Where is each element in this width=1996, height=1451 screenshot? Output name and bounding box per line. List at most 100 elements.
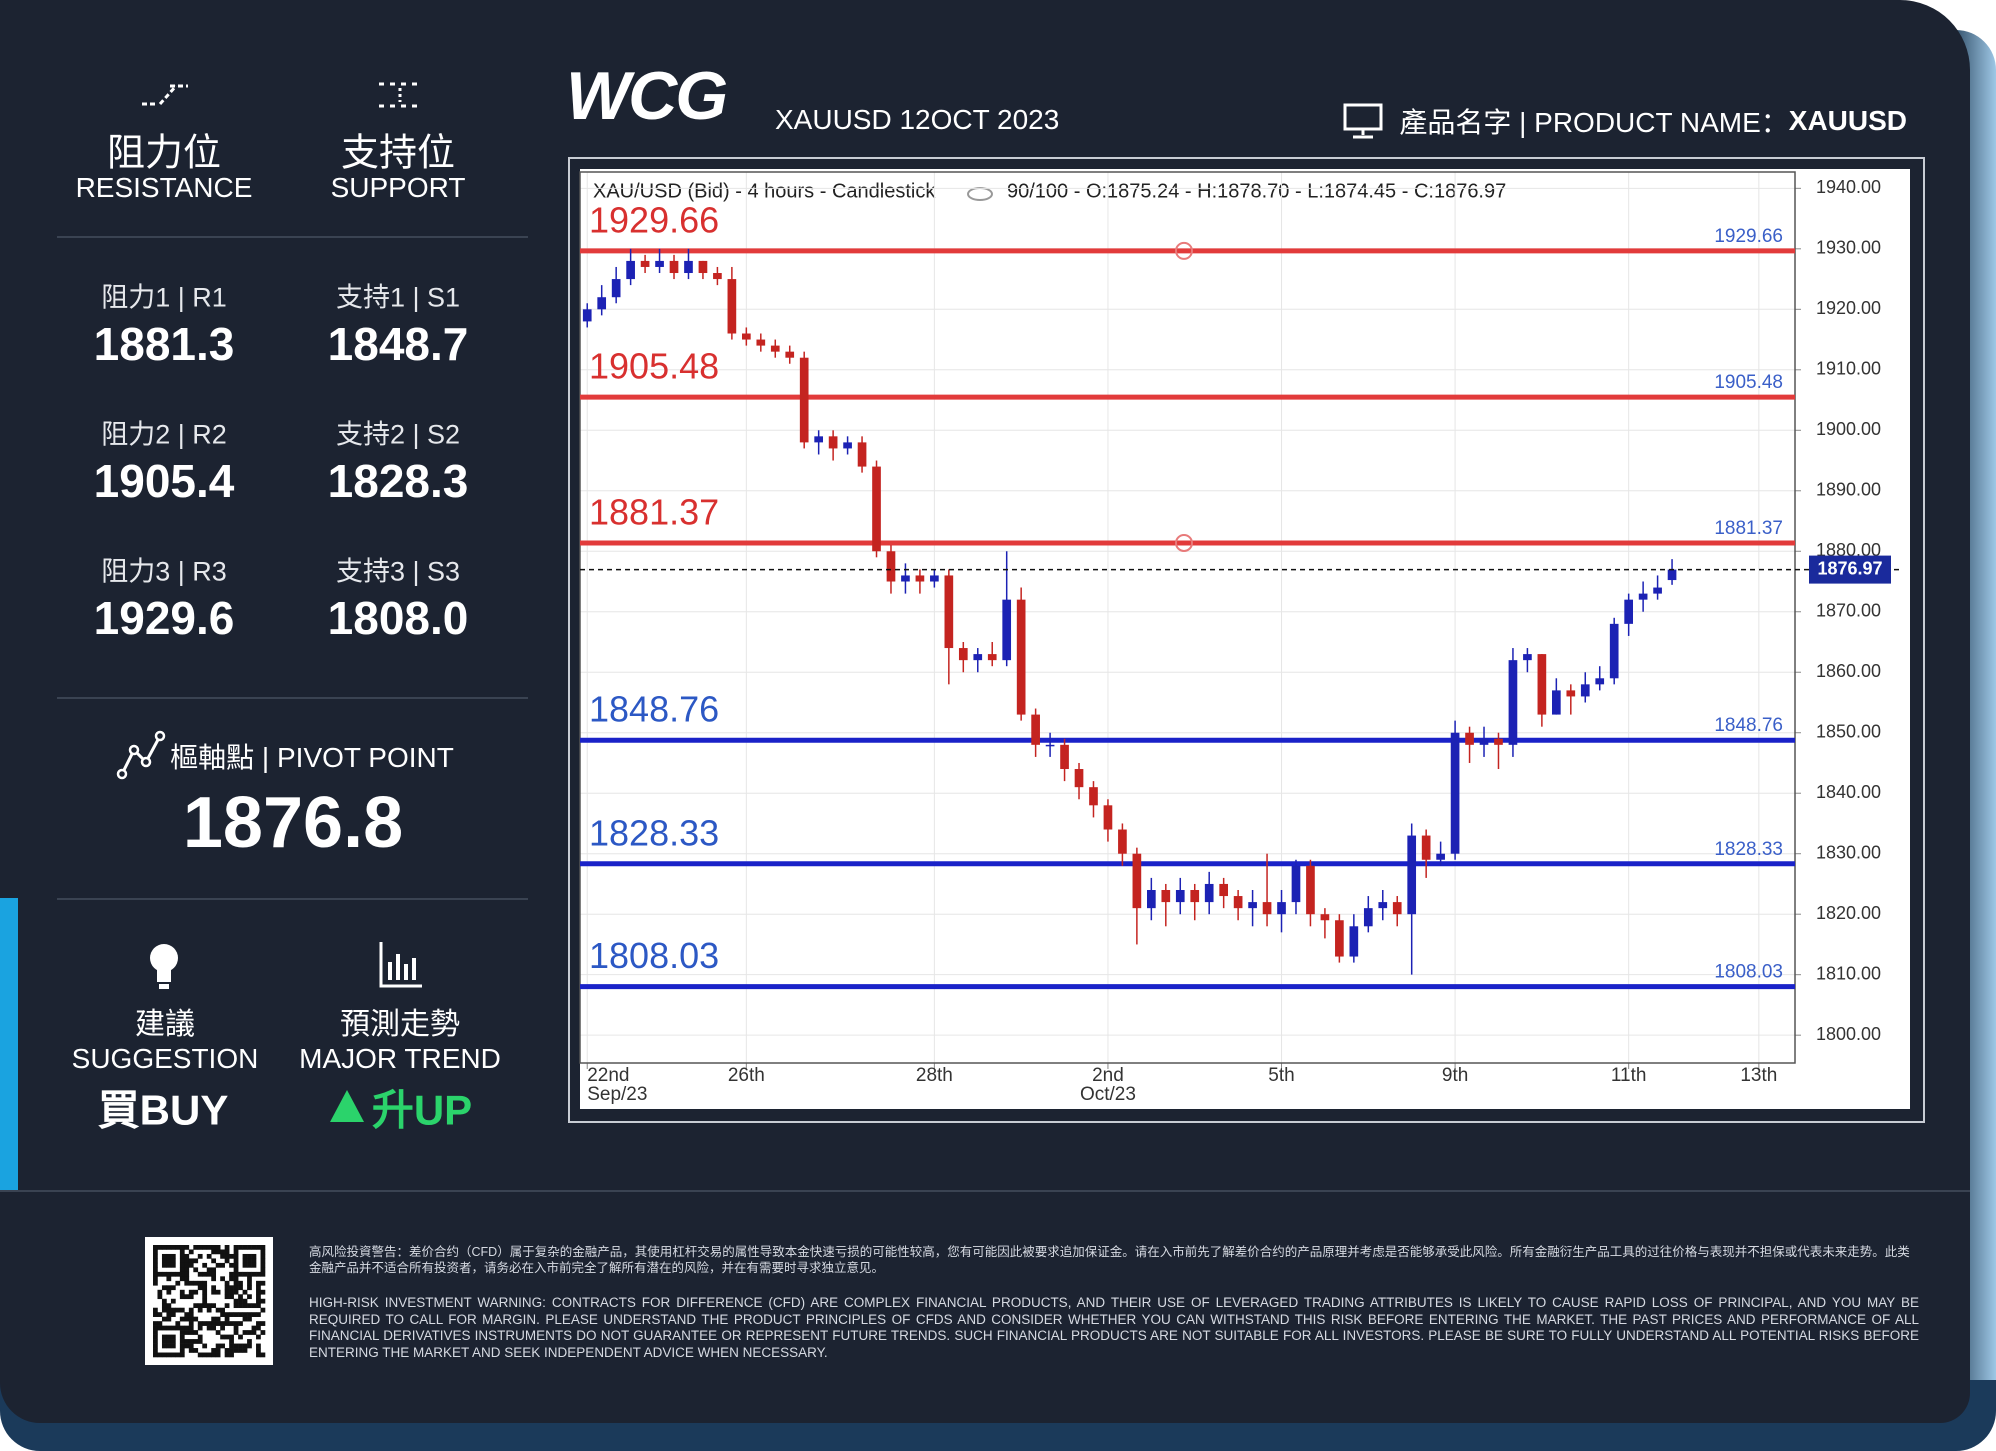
qr-cell — [184, 1325, 190, 1331]
y-tick-label: 1850.00 — [1816, 721, 1881, 741]
qr-cell — [215, 1348, 221, 1353]
qr-cell — [188, 1249, 194, 1255]
qr-cell — [197, 1307, 203, 1313]
qr-cell — [170, 1312, 176, 1317]
qr-cell — [166, 1258, 172, 1264]
x-tick-label: 9th — [1442, 1065, 1468, 1086]
qr-cell — [166, 1316, 172, 1322]
qr-cell — [166, 1334, 172, 1340]
qr-cell — [161, 1253, 167, 1259]
qr-cell — [166, 1339, 172, 1344]
qr-cell — [238, 1343, 243, 1349]
qr-cell — [170, 1307, 176, 1313]
qr-cell — [211, 1348, 217, 1353]
qr-cell — [211, 1249, 217, 1255]
qr-cell — [220, 1325, 225, 1331]
candle-body — [1089, 787, 1098, 806]
qr-cell — [247, 1343, 252, 1349]
qr-cell — [206, 1325, 212, 1331]
qr-cell — [161, 1343, 167, 1349]
qr-cell — [166, 1307, 172, 1313]
x-tick-label: 28th — [916, 1065, 953, 1086]
qr-cell — [206, 1307, 212, 1313]
qr-cell — [260, 1298, 266, 1304]
candle-body — [1479, 738, 1489, 745]
qr-cell — [256, 1334, 261, 1340]
qr-cell — [229, 1339, 234, 1344]
qr-cell — [260, 1245, 266, 1250]
qr-cell — [157, 1312, 163, 1317]
qr-cell — [233, 1343, 239, 1349]
qr-cell — [215, 1307, 221, 1313]
y-tick-label: 1840.00 — [1816, 782, 1881, 802]
level-label: 1881.37 — [589, 491, 719, 532]
qr-cell — [220, 1312, 225, 1317]
qr-cell — [184, 1262, 190, 1268]
qr-cell — [170, 1245, 176, 1250]
qr-cell — [242, 1343, 248, 1349]
qr-cell — [193, 1267, 199, 1273]
qr-cell — [233, 1330, 239, 1335]
qr-cell — [260, 1280, 266, 1286]
candle-body — [698, 260, 708, 274]
candle-body — [1002, 599, 1012, 661]
qr-cell — [256, 1245, 261, 1250]
qr-cell — [247, 1285, 252, 1291]
qr-cell — [238, 1348, 243, 1353]
qr-cell — [166, 1303, 172, 1309]
y-tick-label: 1810.00 — [1816, 963, 1881, 983]
qr-cell — [175, 1307, 181, 1313]
qr-cell — [188, 1316, 194, 1322]
qr-cell — [247, 1271, 252, 1277]
trend-arrow — [330, 1090, 364, 1122]
qr-cell — [166, 1325, 172, 1331]
candle-body — [1436, 853, 1445, 860]
qr-cell — [233, 1253, 239, 1259]
qr-cell — [161, 1285, 167, 1291]
level-tag: 1929.66 — [1714, 226, 1783, 247]
candle-body — [901, 575, 910, 582]
qr-cell — [197, 1334, 203, 1340]
qr-cell — [229, 1294, 234, 1300]
qr-cell — [229, 1352, 234, 1358]
candle-body — [1465, 732, 1474, 745]
qr-cell — [197, 1271, 203, 1277]
support-label: 支持3 | S3 — [335, 556, 461, 587]
qr-cell — [256, 1285, 261, 1291]
qr-cell — [161, 1298, 167, 1304]
support-en: SUPPORT — [330, 172, 466, 203]
qr-cell — [179, 1289, 185, 1295]
y-tick-label: 1830.00 — [1816, 842, 1881, 862]
separator — [57, 898, 528, 900]
qr-cell — [229, 1276, 234, 1282]
qr-cell — [247, 1276, 252, 1282]
qr-cell — [170, 1258, 176, 1264]
qr-cell — [211, 1316, 217, 1322]
qr-cell — [242, 1253, 248, 1259]
qr-cell — [224, 1289, 230, 1295]
qr-cell — [238, 1245, 243, 1250]
qr-cell — [220, 1321, 225, 1326]
qr-cell — [170, 1343, 176, 1349]
qr-cell — [179, 1258, 185, 1264]
qr-cell — [153, 1262, 158, 1268]
x-tick-label: 13th — [1740, 1065, 1777, 1086]
qr-cell — [153, 1276, 158, 1282]
qr-cell — [153, 1267, 158, 1273]
qr-cell — [206, 1245, 212, 1250]
candle-body — [886, 551, 896, 582]
level-marker — [1175, 533, 1193, 552]
level-label: 1905.48 — [589, 346, 719, 387]
candle-body — [1407, 835, 1417, 915]
qr-cell — [211, 1289, 217, 1295]
qr-cell — [170, 1285, 176, 1291]
qr-cell — [215, 1262, 221, 1268]
candle-body — [626, 260, 635, 280]
logo: WCG — [566, 58, 728, 134]
qr-cell — [193, 1289, 199, 1295]
x-tick-label: 26th — [728, 1065, 765, 1086]
trend-en: MAJOR TREND — [299, 1043, 501, 1074]
qr-cell — [215, 1352, 221, 1358]
footer-divider — [0, 1190, 1970, 1192]
